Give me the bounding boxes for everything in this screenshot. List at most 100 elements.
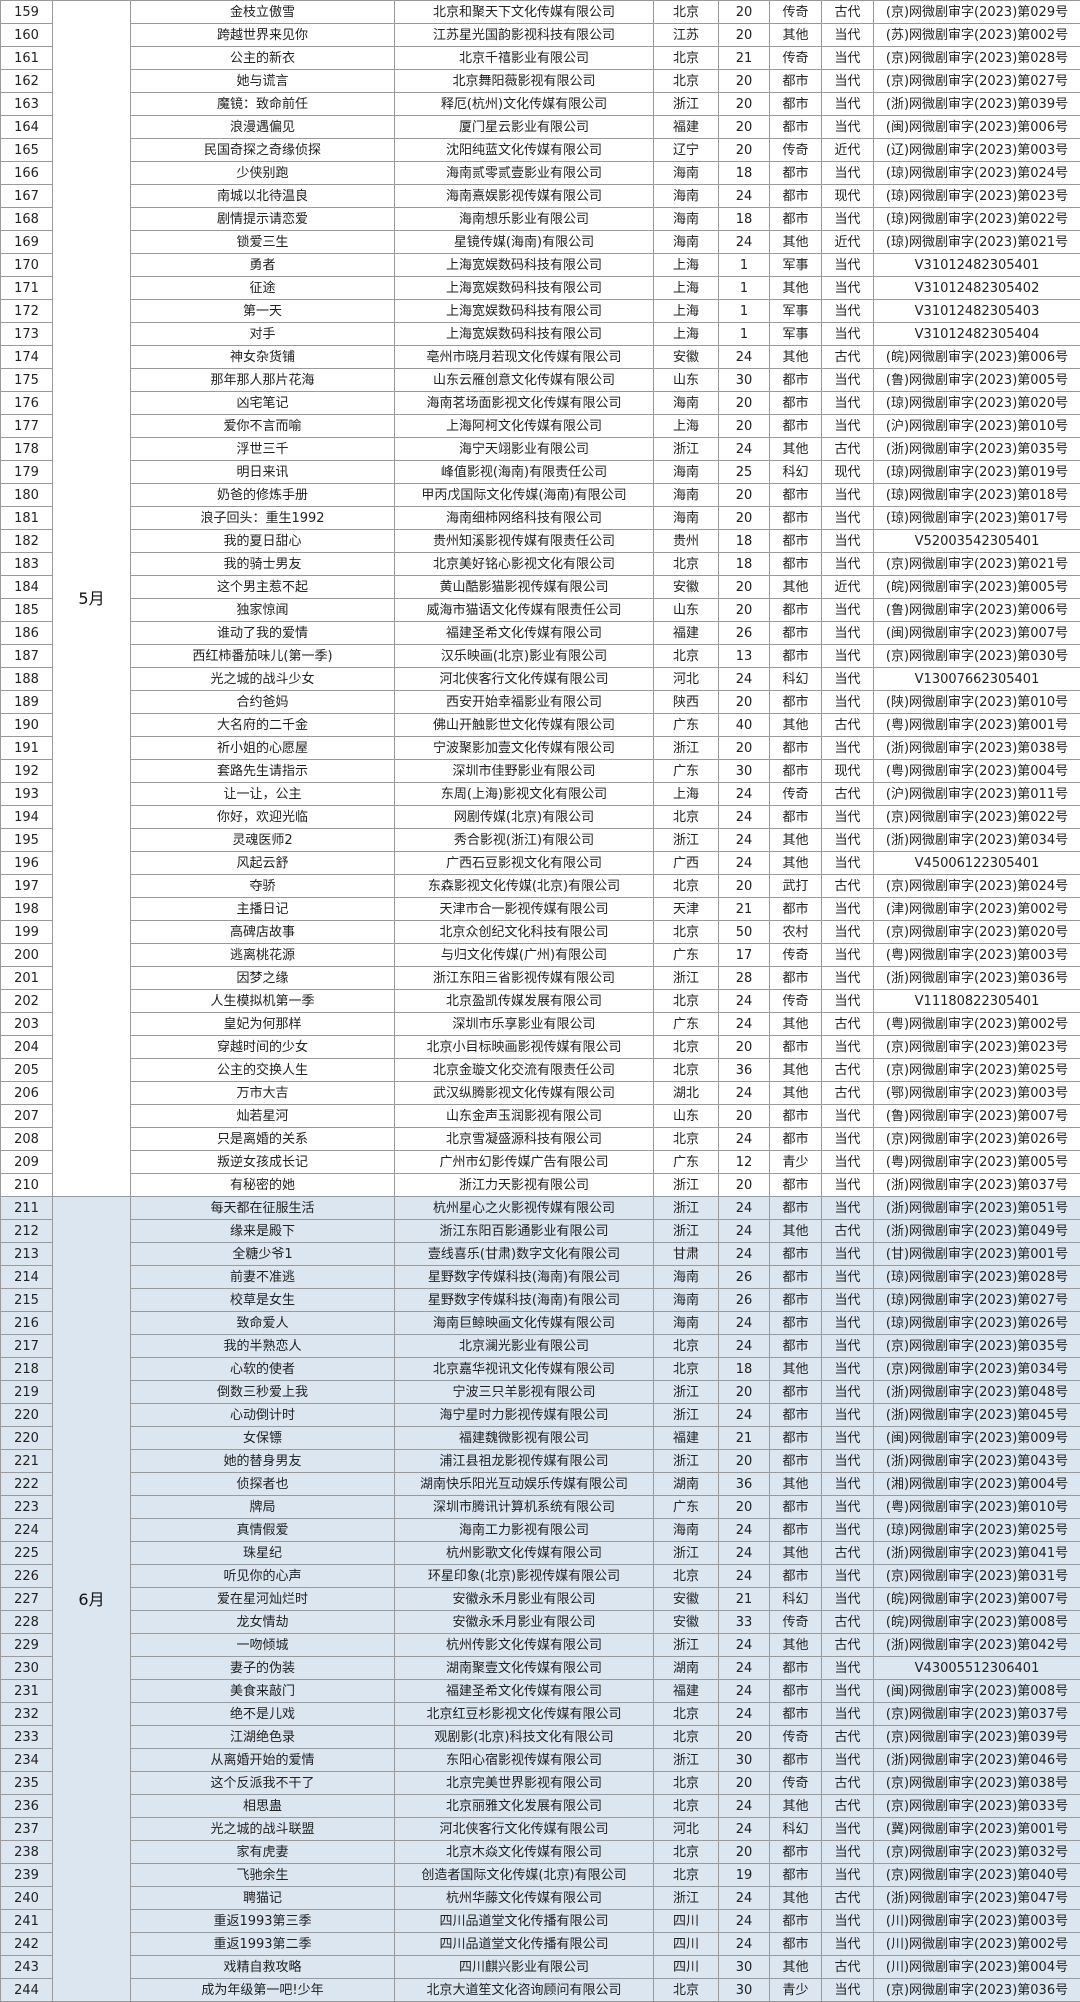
title-cell: 人生模拟机第一季: [131, 990, 395, 1013]
genre-cell: 武打: [770, 875, 822, 898]
license-number-cell: (京)网微剧审字(2023)第020号: [874, 921, 1080, 944]
company-cell: 广西石豆影视文化有限公司: [395, 852, 654, 875]
province-cell: 北京: [654, 1565, 719, 1588]
title-cell: 龙女情劫: [131, 1611, 395, 1634]
license-number-cell: (苏)网微剧审字(2023)第002号: [874, 24, 1080, 47]
row-number-cell: 184: [1, 576, 53, 599]
episodes-cell: 24: [719, 1933, 770, 1956]
genre-cell: 其他: [770, 1634, 822, 1657]
license-number-cell: V31012482305402: [874, 277, 1080, 300]
row-number-cell: 161: [1, 47, 53, 70]
province-cell: 北京: [654, 47, 719, 70]
title-cell: 风起云舒: [131, 852, 395, 875]
genre-cell: 都市: [770, 691, 822, 714]
row-number-cell: 172: [1, 300, 53, 323]
province-cell: 上海: [654, 783, 719, 806]
license-number-cell: (京)网微剧审字(2023)第027号: [874, 70, 1080, 93]
license-number-cell: (沪)网微剧审字(2023)第011号: [874, 783, 1080, 806]
row-number-cell: 178: [1, 438, 53, 461]
company-cell: 福建圣希文化传媒有限公司: [395, 1680, 654, 1703]
genre-cell: 都市: [770, 1749, 822, 1772]
company-cell: 星野数字传媒科技(海南)有限公司: [395, 1289, 654, 1312]
company-cell: 福建圣希文化传媒有限公司: [395, 622, 654, 645]
episodes-cell: 24: [719, 829, 770, 852]
genre-cell: 其他: [770, 438, 822, 461]
province-cell: 北京: [654, 1128, 719, 1151]
license-number-cell: V52003542305401: [874, 530, 1080, 553]
license-number-cell: (津)网微剧审字(2023)第002号: [874, 898, 1080, 921]
genre-cell: 其他: [770, 1059, 822, 1082]
license-number-cell: (粤)网微剧审字(2023)第001号: [874, 714, 1080, 737]
episodes-cell: 24: [719, 1910, 770, 1933]
company-cell: 释厄(杭州)文化传媒有限公司: [395, 93, 654, 116]
row-number-cell: 194: [1, 806, 53, 829]
row-number-cell: 230: [1, 1657, 53, 1680]
province-cell: 海南: [654, 1266, 719, 1289]
title-cell: 成为年级第一吧!少年: [131, 1979, 395, 2002]
company-cell: 佛山开触影世文化传媒有限公司: [395, 714, 654, 737]
genre-cell: 科幻: [770, 461, 822, 484]
company-cell: 浙江力天影视有限公司: [395, 1174, 654, 1197]
title-cell: 魔镜：致命前任: [131, 93, 395, 116]
era-cell: 古代: [822, 1013, 874, 1036]
license-number-cell: (甘)网微剧审字(2023)第001号: [874, 1243, 1080, 1266]
row-number-cell: 171: [1, 277, 53, 300]
province-cell: 浙江: [654, 1749, 719, 1772]
episodes-cell: 1: [719, 254, 770, 277]
company-cell: 海南细柿网络科技有限公司: [395, 507, 654, 530]
genre-cell: 都市: [770, 1266, 822, 1289]
episodes-cell: 24: [719, 185, 770, 208]
era-cell: 当代: [822, 415, 874, 438]
title-cell: 这个反派我不干了: [131, 1772, 395, 1795]
title-cell: 她与谎言: [131, 70, 395, 93]
row-number-cell: 206: [1, 1082, 53, 1105]
genre-cell: 传奇: [770, 783, 822, 806]
title-cell: 灵魂医师2: [131, 829, 395, 852]
genre-cell: 都市: [770, 1243, 822, 1266]
title-cell: 家有虎妻: [131, 1841, 395, 1864]
company-cell: 广州市幻影传媒广告有限公司: [395, 1151, 654, 1174]
license-number-cell: (浙)网微剧审字(2023)第049号: [874, 1220, 1080, 1243]
episodes-cell: 21: [719, 898, 770, 921]
row-number-cell: 235: [1, 1772, 53, 1795]
title-cell: 校草是女生: [131, 1289, 395, 1312]
province-cell: 上海: [654, 323, 719, 346]
row-number-cell: 243: [1, 1956, 53, 1979]
row-number-cell: 216: [1, 1312, 53, 1335]
province-cell: 浙江: [654, 438, 719, 461]
episodes-cell: 24: [719, 1565, 770, 1588]
episodes-cell: 24: [719, 1312, 770, 1335]
episodes-cell: 50: [719, 921, 770, 944]
province-cell: 北京: [654, 1841, 719, 1864]
episodes-cell: 30: [719, 1979, 770, 2002]
genre-cell: 传奇: [770, 1726, 822, 1749]
row-number-cell: 223: [1, 1496, 53, 1519]
province-cell: 北京: [654, 1795, 719, 1818]
era-cell: 当代: [822, 1358, 874, 1381]
row-number-cell: 199: [1, 921, 53, 944]
era-cell: 当代: [822, 1703, 874, 1726]
genre-cell: 都市: [770, 1105, 822, 1128]
title-cell: 倒数三秒爱上我: [131, 1381, 395, 1404]
company-cell: 河北侠客行文化传媒有限公司: [395, 1818, 654, 1841]
era-cell: 当代: [822, 1657, 874, 1680]
province-cell: 北京: [654, 1, 719, 24]
title-cell: 前妻不准逃: [131, 1266, 395, 1289]
company-cell: 北京众创纪文化科技有限公司: [395, 921, 654, 944]
episodes-cell: 20: [719, 691, 770, 714]
era-cell: 当代: [822, 1105, 874, 1128]
genre-cell: 都市: [770, 369, 822, 392]
row-number-cell: 226: [1, 1565, 53, 1588]
